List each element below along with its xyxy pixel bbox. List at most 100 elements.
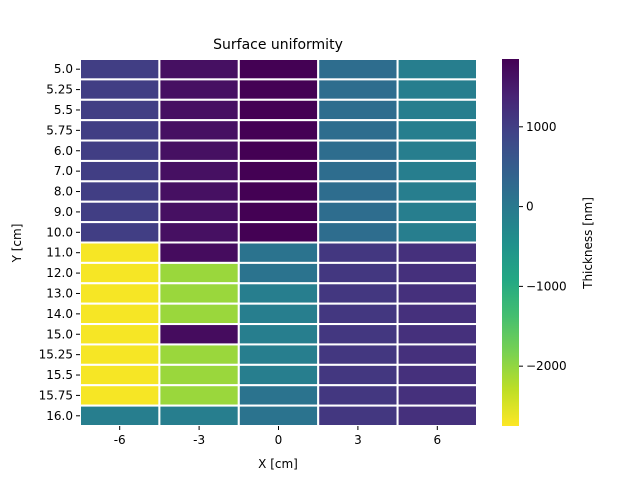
heatmap-cell xyxy=(237,323,320,346)
heatmap-cell xyxy=(79,159,161,183)
heatmap-cell xyxy=(317,119,399,142)
heatmap-cell xyxy=(79,180,161,203)
heatmap-cell xyxy=(79,221,161,244)
heatmap-cell xyxy=(317,221,399,244)
heatmap-cell xyxy=(158,323,240,346)
heatmap-cell xyxy=(237,180,320,203)
heatmap-cell xyxy=(237,221,320,244)
heatmap-cell xyxy=(317,384,399,407)
heatmap-cell xyxy=(396,159,479,183)
heatmap-cell xyxy=(158,261,240,285)
x-tick-label: 3 xyxy=(354,433,362,447)
y-tick-label: 15.5 xyxy=(46,368,73,382)
heatmap-cell xyxy=(237,261,320,285)
heatmap-cell xyxy=(158,159,240,183)
heatmap-cell xyxy=(396,363,479,387)
heatmap-cell xyxy=(237,384,320,407)
heatmap-cell xyxy=(396,119,479,142)
y-tick-label: 12.0 xyxy=(46,266,73,280)
y-tick-label: 15.0 xyxy=(46,327,73,341)
heatmap-cell xyxy=(237,343,320,366)
heatmap-cell xyxy=(79,363,161,387)
y-tick-label: 10.0 xyxy=(46,225,73,239)
heatmap-cell xyxy=(317,241,399,264)
heatmap-cell xyxy=(396,302,479,326)
colorbar-tick-label: −1000 xyxy=(526,279,567,293)
y-axis-ticks: 5.0 5.25 5.5 5.75 6.0 7.0 8.0 9.0 10.0 11.0 12.0 13… xyxy=(39,62,80,423)
heatmap-cell xyxy=(79,119,161,142)
heatmap-cell xyxy=(396,404,479,428)
heatmap-cell xyxy=(79,139,161,162)
heatmap-cell xyxy=(317,363,399,387)
y-tick-label: 16.0 xyxy=(46,409,73,423)
heatmap-cell xyxy=(317,58,399,81)
y-tick-label: 5.5 xyxy=(54,103,73,117)
heatmap-cell xyxy=(396,221,479,244)
heatmap-cell xyxy=(317,404,399,428)
y-tick-label: 15.75 xyxy=(39,388,73,402)
y-tick-label: 11.0 xyxy=(46,246,73,260)
heatmap-cell xyxy=(396,384,479,407)
y-tick-label: 14.0 xyxy=(46,307,73,321)
heatmap-cell xyxy=(158,241,240,264)
heatmap-cell xyxy=(237,200,320,224)
heatmap-cell xyxy=(158,180,240,203)
x-axis-ticks: -6 -3 0 3 6 xyxy=(114,426,441,447)
heatmap-cell xyxy=(79,323,161,346)
heatmap-cell xyxy=(237,58,320,81)
y-tick-label: 6.0 xyxy=(54,144,73,158)
heatmap-cells xyxy=(79,58,479,428)
heatmap-cell xyxy=(317,261,399,285)
heatmap-cell xyxy=(79,384,161,407)
colorbar xyxy=(502,59,519,426)
heatmap-cell xyxy=(79,404,161,428)
heatmap-cell xyxy=(158,343,240,366)
x-tick-label: 6 xyxy=(433,433,441,447)
heatmap-cell xyxy=(158,363,240,387)
heatmap-cell xyxy=(79,302,161,326)
heatmap-cell xyxy=(317,78,399,101)
heatmap-cell xyxy=(396,323,479,346)
heatmap-cell xyxy=(317,282,399,305)
heatmap-cell xyxy=(79,282,161,305)
y-tick-label: 5.0 xyxy=(54,62,73,76)
heatmap-cell xyxy=(237,98,320,122)
heatmap-cell xyxy=(396,139,479,162)
heatmap-cell xyxy=(237,241,320,264)
heatmap-cell xyxy=(237,404,320,428)
y-tick-label: 15.25 xyxy=(39,348,73,362)
heatmap-cell xyxy=(237,119,320,142)
heatmap-cell xyxy=(317,180,399,203)
y-axis-title: Y [cm] xyxy=(10,224,24,264)
x-tick-label: -6 xyxy=(114,433,126,447)
y-tick-label: 5.75 xyxy=(46,123,73,137)
colorbar-ticks: 1000 0 −1000 −2000 xyxy=(519,120,567,373)
x-tick-label: -3 xyxy=(193,433,205,447)
heatmap-cell xyxy=(396,282,479,305)
heatmap-cell xyxy=(396,343,479,366)
heatmap-cell xyxy=(79,241,161,264)
chart-title: Surface uniformity xyxy=(213,37,343,53)
heatmap-cell xyxy=(396,98,479,122)
heatmap-cell xyxy=(158,119,240,142)
heatmap-cell xyxy=(396,78,479,101)
heatmap-cell xyxy=(158,200,240,224)
y-tick-label: 8.0 xyxy=(54,185,73,199)
heatmap-cell xyxy=(158,221,240,244)
heatmap-cell xyxy=(158,404,240,428)
heatmap-cell xyxy=(158,302,240,326)
heatmap-cell xyxy=(317,343,399,366)
heatmap-cell xyxy=(396,180,479,203)
heatmap-cell xyxy=(158,78,240,101)
heatmap-cell xyxy=(79,200,161,224)
heatmap-cell xyxy=(158,98,240,122)
colorbar-title: Thickness [nm] xyxy=(581,197,595,290)
heatmap-cell xyxy=(79,98,161,122)
heatmap-cell xyxy=(317,302,399,326)
heatmap-cell xyxy=(79,78,161,101)
heatmap-cell xyxy=(79,261,161,285)
heatmap-cell xyxy=(158,139,240,162)
heatmap-cell xyxy=(317,323,399,346)
heatmap-cell xyxy=(237,159,320,183)
colorbar-tick-label: 1000 xyxy=(526,120,557,134)
